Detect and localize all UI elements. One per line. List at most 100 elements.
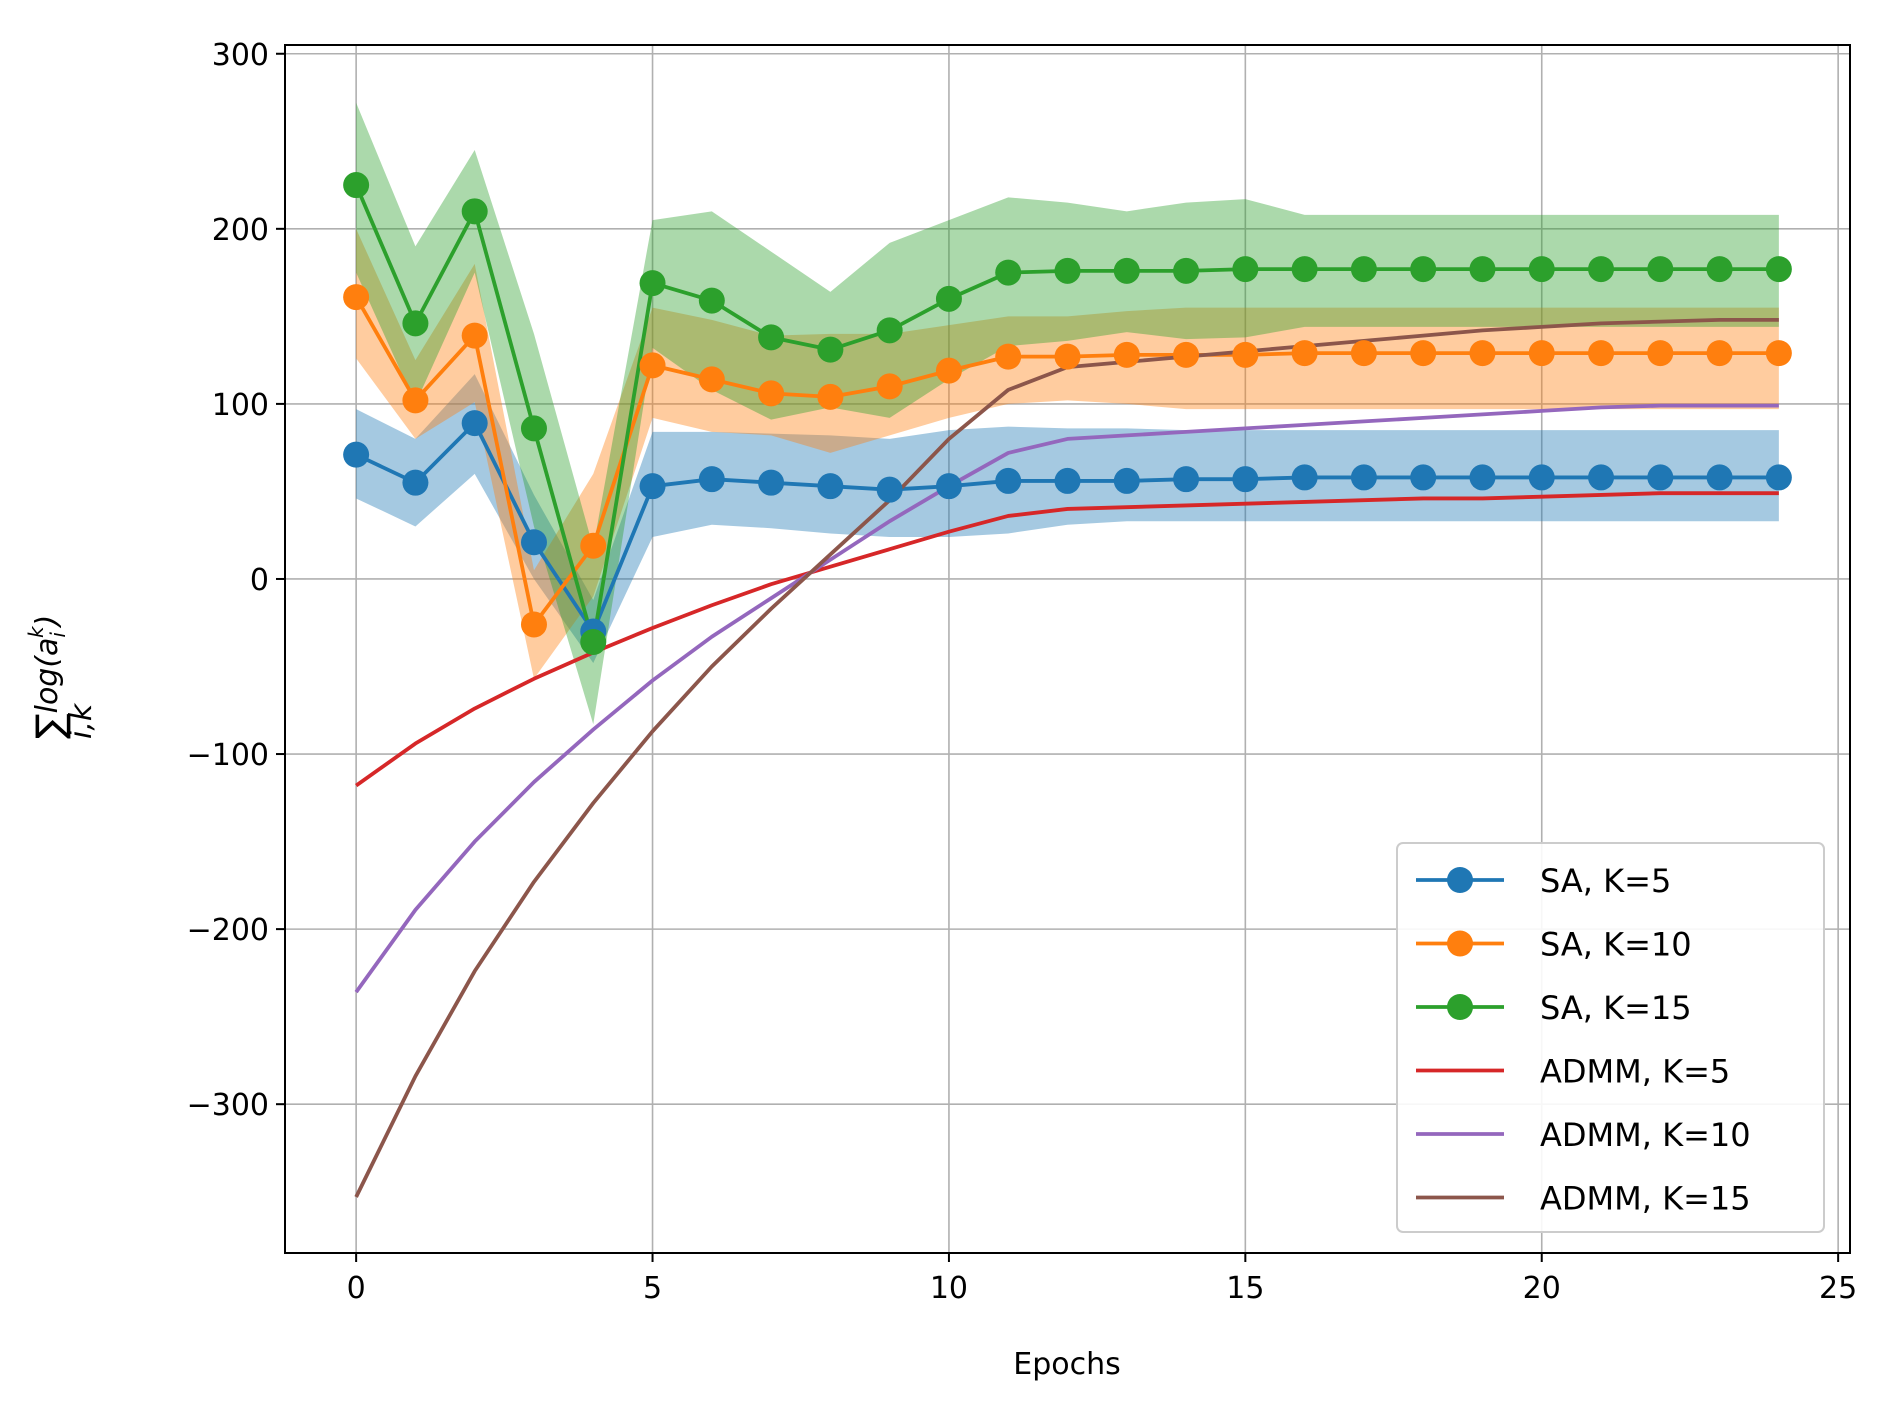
point-sa-k-5 xyxy=(876,476,903,503)
point-sa-k-15 xyxy=(935,285,962,312)
x-axis-label: Epochs xyxy=(1013,1347,1121,1382)
point-sa-k-15 xyxy=(520,415,547,442)
point-sa-k-10 xyxy=(1765,340,1792,367)
point-sa-k-5 xyxy=(1410,464,1437,491)
point-sa-k-15 xyxy=(817,336,844,363)
point-sa-k-5 xyxy=(639,473,666,500)
point-sa-k-15 xyxy=(995,259,1022,286)
point-sa-k-10 xyxy=(1706,340,1733,367)
point-sa-k-15 xyxy=(1469,256,1496,283)
legend-swatch-marker xyxy=(1447,867,1473,893)
point-sa-k-10 xyxy=(461,322,488,349)
x-tick-label: 5 xyxy=(643,1271,662,1306)
point-sa-k-5 xyxy=(1647,464,1674,491)
point-sa-k-10 xyxy=(1232,341,1259,368)
point-sa-k-10 xyxy=(935,357,962,384)
y-axis-label-close: ) xyxy=(30,615,65,629)
point-sa-k-5 xyxy=(1173,466,1200,493)
legend-label: SA, K=15 xyxy=(1540,989,1692,1027)
point-sa-k-10 xyxy=(1410,340,1437,367)
point-sa-k-15 xyxy=(1350,256,1377,283)
legend-label: ADMM, K=5 xyxy=(1540,1053,1730,1091)
point-sa-k-10 xyxy=(402,387,429,414)
svg-text:∑log(aik): ∑log(aik) xyxy=(24,615,72,739)
point-sa-k-10 xyxy=(876,373,903,400)
y-tick-label: 300 xyxy=(212,38,269,73)
gridlines xyxy=(285,45,1850,1253)
legend-label: ADMM, K=15 xyxy=(1540,1180,1751,1218)
point-sa-k-5 xyxy=(1113,467,1140,494)
y-tick-label: −200 xyxy=(187,913,269,948)
point-sa-k-5 xyxy=(758,469,785,496)
y-tick-label: 200 xyxy=(212,213,269,248)
y-axis-label: ∑log(aik) i,k xyxy=(24,615,99,739)
point-sa-k-5 xyxy=(1528,464,1555,491)
point-sa-k-10 xyxy=(1173,341,1200,368)
legend: SA, K=5 SA, K=10 SA, K=15 ADMM, K=5 ADMM, K=… xyxy=(1396,842,1825,1233)
x-tick-label: 0 xyxy=(347,1271,366,1306)
point-sa-k-5 xyxy=(935,473,962,500)
point-sa-k-5 xyxy=(1232,466,1259,493)
x-tick-label: 10 xyxy=(930,1271,968,1306)
legend-label: SA, K=10 xyxy=(1540,926,1692,964)
point-sa-k-10 xyxy=(1528,340,1555,367)
legend-swatch-marker xyxy=(1447,994,1473,1020)
point-sa-k-15 xyxy=(580,628,607,655)
point-sa-k-10 xyxy=(758,380,785,407)
point-sa-k-10 xyxy=(1588,340,1615,367)
point-sa-k-5 xyxy=(1588,464,1615,491)
point-sa-k-15 xyxy=(698,287,725,314)
point-sa-k-5 xyxy=(1054,467,1081,494)
point-sa-k-15 xyxy=(402,310,429,337)
point-sa-k-5 xyxy=(1469,464,1496,491)
point-sa-k-15 xyxy=(1528,256,1555,283)
point-sa-k-5 xyxy=(1706,464,1733,491)
y-tick-label: 100 xyxy=(212,388,269,423)
y-axis-ticks: −300 −200 −100 0 100 200 300 xyxy=(187,38,285,1123)
point-sa-k-15 xyxy=(1588,256,1615,283)
point-sa-k-15 xyxy=(758,324,785,351)
point-sa-k-5 xyxy=(1291,464,1318,491)
point-sa-k-10 xyxy=(1469,340,1496,367)
x-tick-label: 20 xyxy=(1523,1271,1561,1306)
series-markers xyxy=(343,172,1792,655)
point-sa-k-5 xyxy=(343,441,370,468)
point-sa-k-10 xyxy=(639,352,666,379)
point-sa-k-5 xyxy=(817,473,844,500)
point-sa-k-5 xyxy=(402,469,429,496)
point-sa-k-5 xyxy=(1765,464,1792,491)
band-sa-k-5 xyxy=(356,374,1779,664)
point-sa-k-10 xyxy=(1291,340,1318,367)
y-axis-label-sub: i xyxy=(46,632,70,638)
x-tick-label: 15 xyxy=(1226,1271,1264,1306)
y-axis-label-main: log(a xyxy=(30,638,65,714)
legend-box xyxy=(1396,842,1825,1233)
legend-swatch-marker xyxy=(1447,930,1473,957)
point-sa-k-5 xyxy=(461,410,488,437)
point-sa-k-5 xyxy=(698,466,725,493)
point-sa-k-10 xyxy=(520,611,547,638)
point-sa-k-15 xyxy=(1410,256,1437,283)
y-axis-label-sup: k xyxy=(24,625,48,638)
point-sa-k-15 xyxy=(1765,256,1792,283)
point-sa-k-10 xyxy=(698,366,725,393)
point-sa-k-10 xyxy=(343,284,370,311)
point-sa-k-15 xyxy=(1232,256,1259,283)
point-sa-k-15 xyxy=(1054,257,1081,284)
point-sa-k-15 xyxy=(876,317,903,344)
x-tick-label: 25 xyxy=(1819,1271,1857,1306)
plot-frame xyxy=(284,44,1851,1254)
y-tick-label: −100 xyxy=(187,738,269,773)
y-axis-label-sum: ∑ xyxy=(28,713,72,739)
point-sa-k-10 xyxy=(1054,343,1081,370)
point-sa-k-15 xyxy=(1647,256,1674,283)
y-axis-label-subscript: i,k xyxy=(64,702,99,739)
point-sa-k-10 xyxy=(1350,340,1377,367)
point-sa-k-5 xyxy=(1350,464,1377,491)
point-sa-k-10 xyxy=(995,343,1022,370)
point-sa-k-5 xyxy=(520,529,547,556)
point-sa-k-15 xyxy=(461,198,488,225)
point-sa-k-10 xyxy=(1647,340,1674,367)
legend-label: SA, K=5 xyxy=(1540,862,1671,900)
